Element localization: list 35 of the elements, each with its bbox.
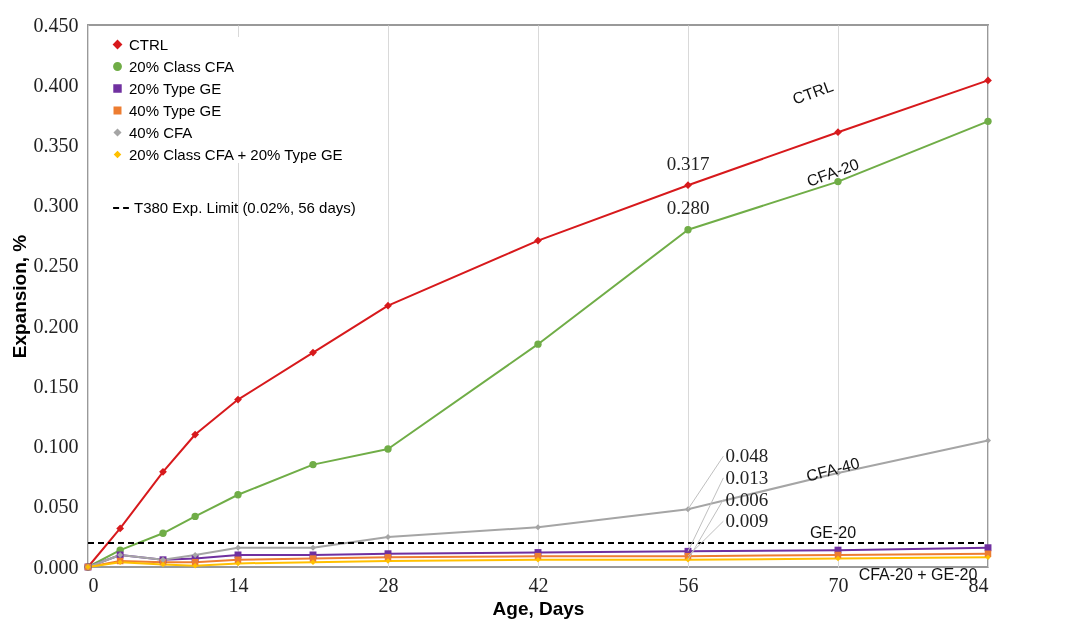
annotation: CFA-40 — [804, 454, 862, 485]
data-label: 0.280 — [666, 197, 710, 219]
y-tick-label: 0.450 — [33, 13, 79, 36]
x-axis-title: Age, Days — [492, 597, 585, 619]
x-tick-label: 70 — [828, 573, 849, 596]
legend-label: 20% Type GE — [129, 79, 222, 97]
annotation: CFA-20 — [804, 155, 862, 190]
x-tick-label: 0 — [88, 573, 99, 596]
legend-label: CTRL — [129, 35, 169, 53]
annotation: CTRL — [790, 77, 836, 108]
x-tick-label: 42 — [528, 573, 549, 596]
y-tick-label: 0.150 — [33, 374, 79, 397]
y-tick-label: 0.000 — [33, 555, 79, 578]
legend-label: 20% Class CFA + 20% Type GE — [129, 145, 343, 163]
annotation: GE-20 — [809, 524, 857, 541]
y-tick-label: 0.100 — [33, 435, 79, 458]
y-tick-label: 0.200 — [33, 314, 79, 337]
y-tick-label: 0.400 — [33, 73, 79, 96]
data-label: 0.317 — [666, 152, 710, 174]
legend-label: 40% Type GE — [129, 101, 222, 119]
x-tick-label: 56 — [678, 573, 699, 596]
data-label: 0.009 — [725, 510, 769, 532]
data-label: 0.013 — [725, 466, 769, 488]
legend-label: T380 Exp. Limit (0.02%, 56 days) — [134, 199, 356, 216]
legend-label: 40% CFA — [129, 123, 193, 141]
x-tick-label: 28 — [378, 573, 399, 596]
y-tick-label: 0.050 — [33, 495, 79, 518]
y-axis-title: Expansion, % — [8, 234, 30, 359]
y-tick-label: 0.250 — [33, 254, 79, 277]
y-tick-label: 0.350 — [33, 133, 79, 156]
y-tick-label: 0.300 — [33, 194, 79, 217]
x-tick-label: 14 — [228, 573, 249, 596]
data-label: 0.006 — [725, 488, 769, 510]
legend-label: 20% Class CFA — [129, 57, 235, 75]
data-label: 0.048 — [725, 445, 769, 467]
